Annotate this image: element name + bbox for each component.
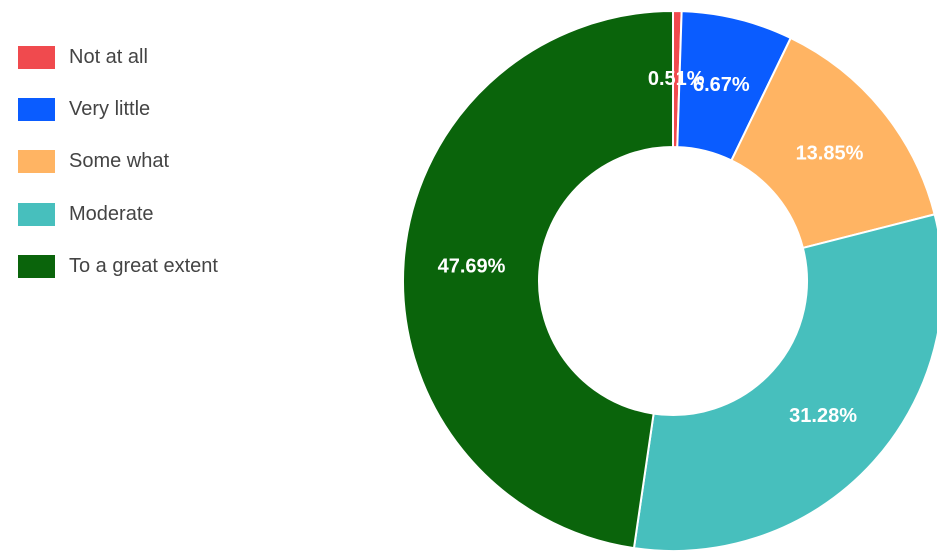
donut-slice-some-what (730, 36, 936, 250)
legend-item-very-little: Very little (18, 83, 218, 135)
legend-swatch (18, 97, 55, 121)
legend-item-moderate: Moderate (18, 188, 218, 240)
chart-legend: Not at all Very little Some what Moderat… (18, 31, 218, 292)
slice-label: 0.51% (648, 68, 705, 90)
legend-label: To a great extent (69, 254, 218, 277)
legend-item-great-extent: To a great extent (18, 240, 218, 292)
legend-swatch (18, 254, 55, 278)
legend-item-some-what: Some what (18, 136, 218, 188)
donut-slice-moderate (632, 213, 937, 552)
legend-label: Very little (69, 97, 151, 120)
slice-label: 13.85% (796, 142, 864, 164)
slice-label: 31.28% (789, 405, 857, 427)
legend-label: Some what (69, 150, 170, 173)
legend-swatch (18, 150, 55, 174)
legend-label: Not at all (69, 45, 148, 68)
legend-swatch (18, 202, 55, 226)
legend-item-not-at-all: Not at all (18, 31, 218, 83)
slice-label: 6.67% (693, 74, 750, 96)
legend-swatch (18, 45, 55, 69)
legend-label: Moderate (69, 202, 154, 225)
donut-slice-to-a-great-extent (402, 9, 674, 550)
slice-label: 47.69% (438, 255, 506, 277)
